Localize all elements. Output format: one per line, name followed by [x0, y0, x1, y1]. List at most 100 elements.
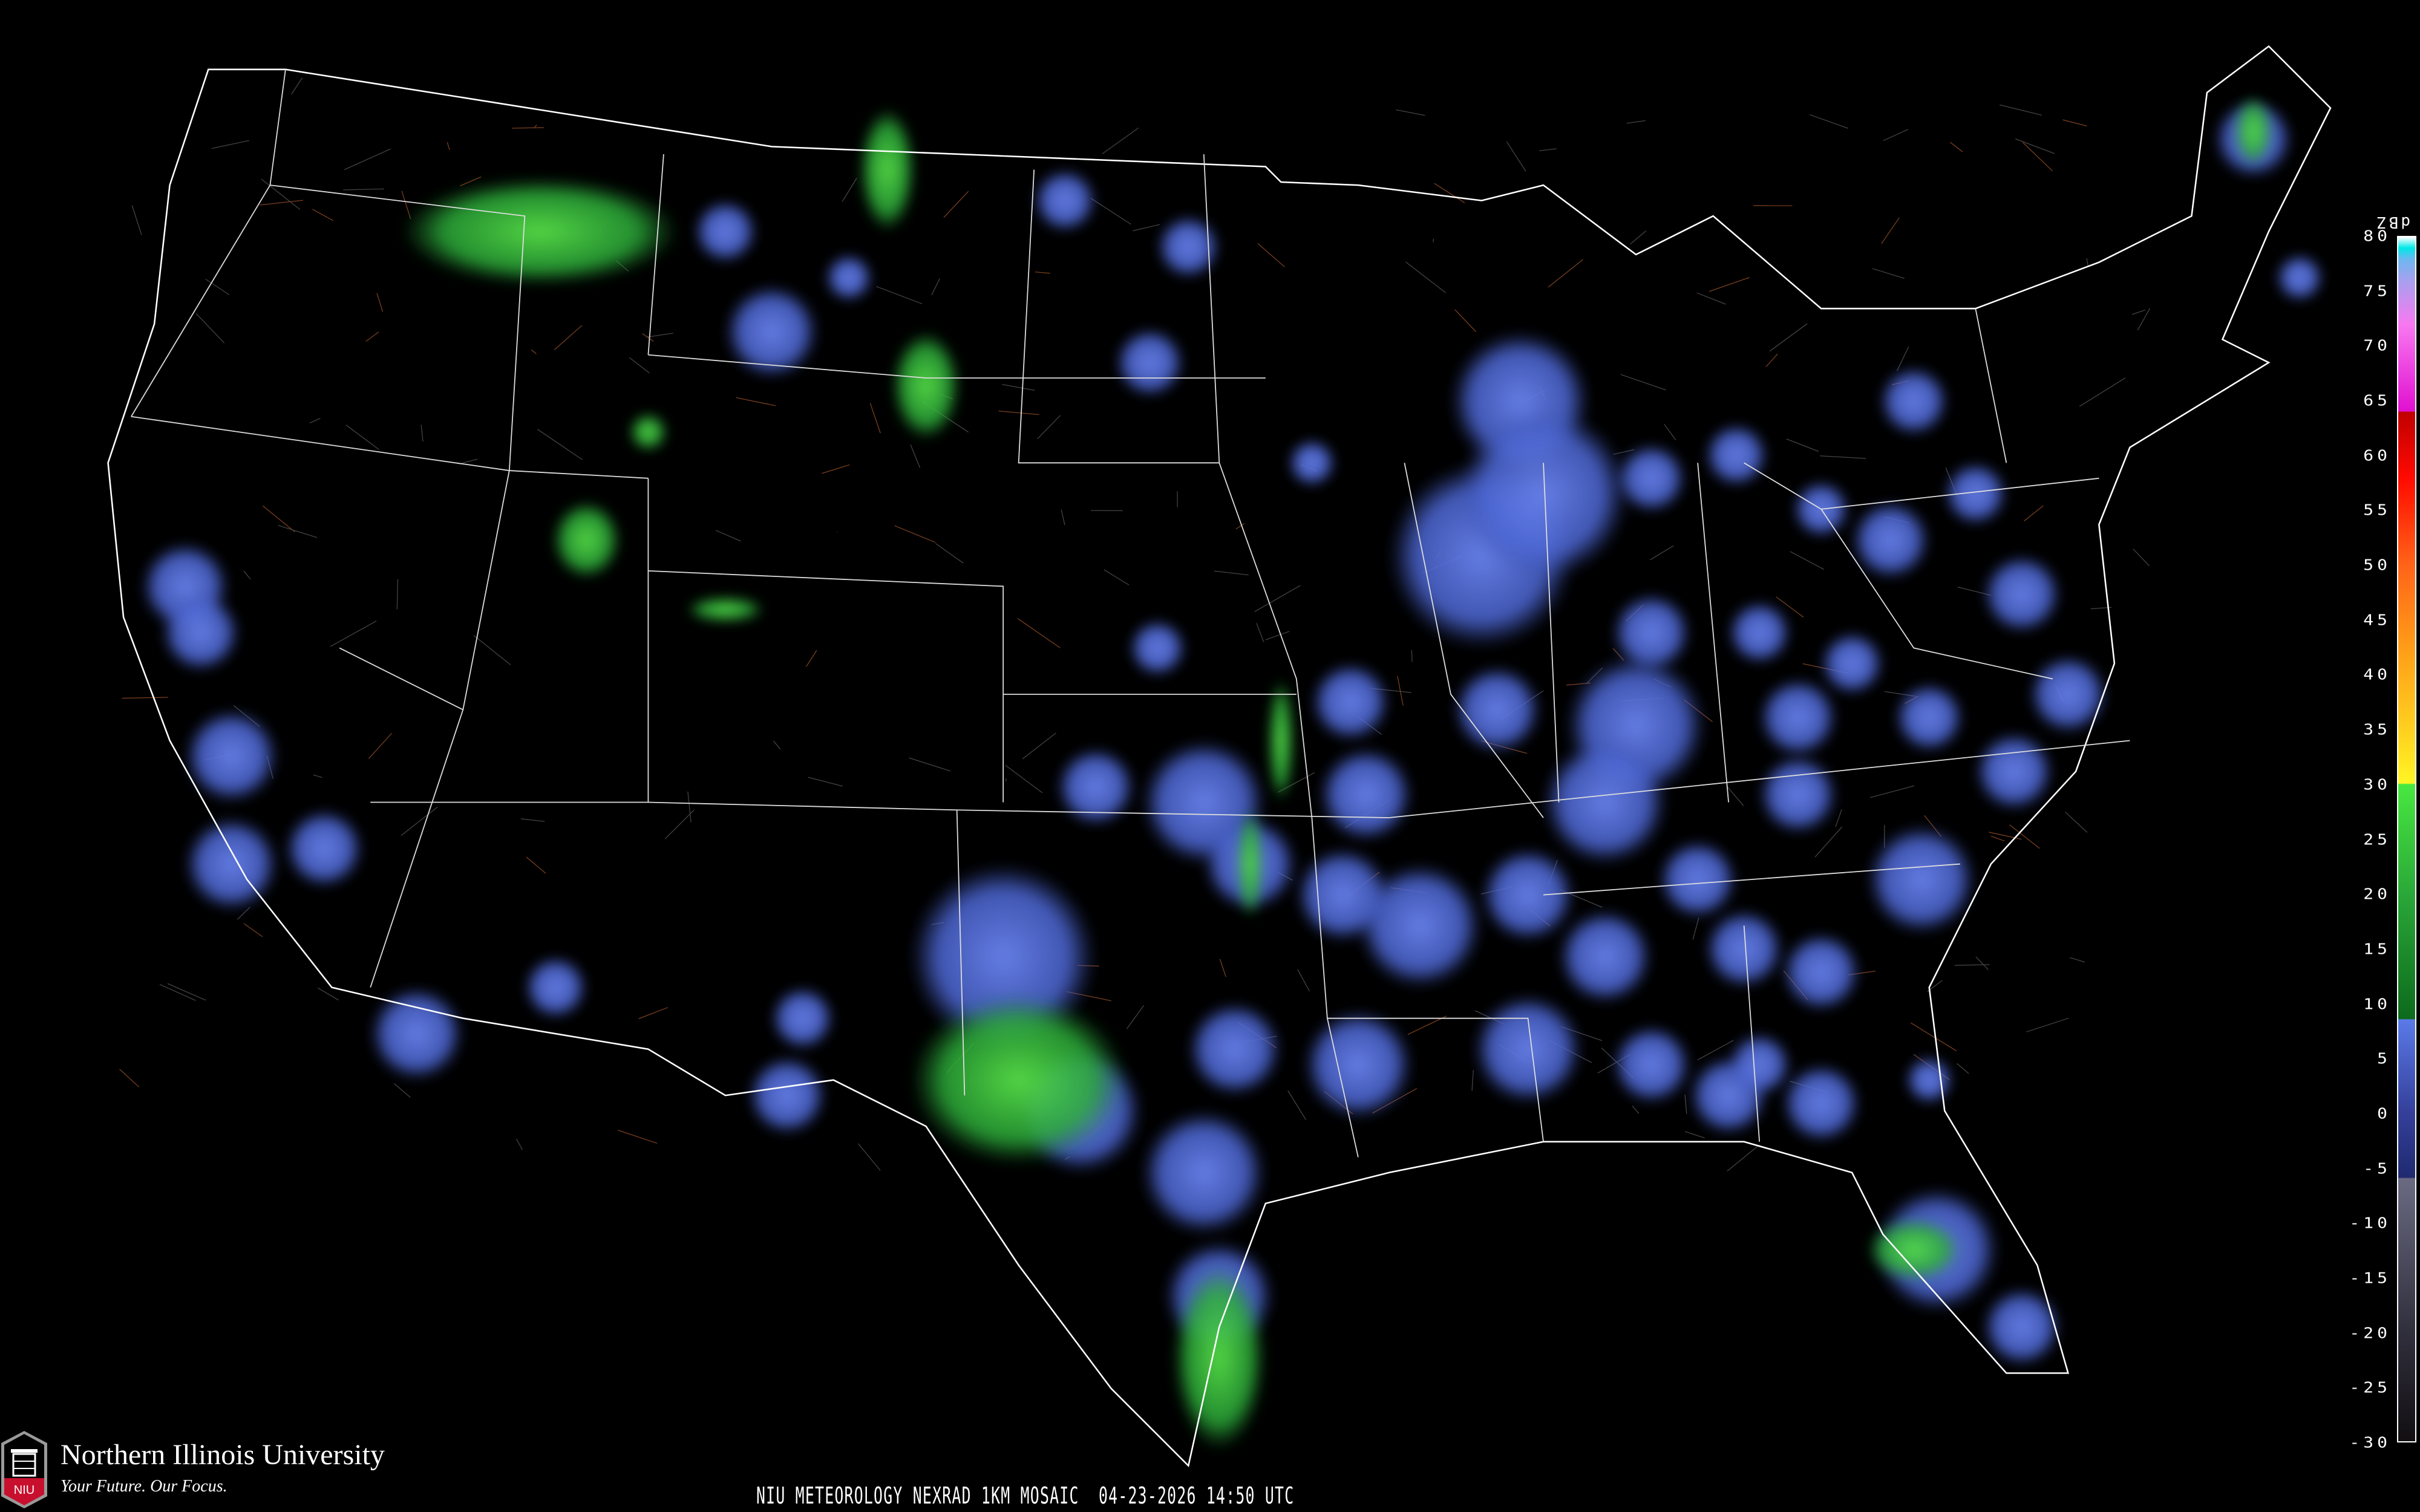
- county-line: [211, 140, 250, 149]
- road-line: [1434, 183, 1465, 203]
- colorbar-tick-label: 10: [2363, 994, 2391, 1013]
- echo-light: [1157, 216, 1220, 278]
- county-line: [1104, 569, 1130, 585]
- county-line: [1411, 650, 1413, 662]
- product-title: NIU METEOROLOGY NEXRAD 1KM MOSAIC 04-23-…: [756, 1483, 1295, 1510]
- road-line: [260, 200, 304, 206]
- county-line: [1883, 129, 1909, 141]
- echo-light: [1659, 841, 1736, 918]
- echo-moderate: [629, 413, 667, 451]
- road-line: [1035, 272, 1050, 274]
- road-line: [554, 325, 583, 350]
- county-line: [1820, 455, 1866, 459]
- echo-light: [1312, 663, 1389, 741]
- county-line: [1396, 109, 1425, 116]
- county-line: [1090, 198, 1131, 225]
- road-line: [894, 525, 936, 543]
- road-line: [446, 142, 450, 151]
- county-line: [1265, 631, 1290, 640]
- county-line: [317, 987, 339, 1001]
- county-line: [857, 1143, 881, 1171]
- colorbar-tick-label: -10: [2349, 1214, 2391, 1233]
- echo-light: [1057, 748, 1134, 826]
- county-line: [167, 983, 206, 1001]
- colorbar-tick-label: 45: [2363, 610, 2391, 629]
- road-line: [119, 1069, 140, 1087]
- echo-light: [1782, 933, 1860, 1011]
- echo-light: [1130, 620, 1186, 676]
- county-line: [394, 1083, 411, 1098]
- road-line: [638, 1007, 668, 1019]
- colorbar-tick-label: 60: [2363, 446, 2391, 464]
- colorbar-tick-label: 20: [2363, 885, 2391, 904]
- echo-light: [825, 254, 872, 301]
- county-line: [1022, 732, 1056, 760]
- county-line: [1810, 114, 1848, 129]
- road-line: [1911, 1022, 1957, 1052]
- county-line: [935, 543, 964, 564]
- echo-light: [1728, 601, 1791, 663]
- echo-light: [1983, 1288, 2061, 1366]
- county-line: [1697, 1040, 1734, 1061]
- county-line: [520, 818, 545, 822]
- road-line: [1709, 277, 1750, 292]
- echo-moderate: [552, 501, 621, 579]
- county-line: [2070, 957, 2085, 963]
- colorbar-tick-label: 70: [2363, 336, 2391, 355]
- road-line: [1397, 676, 1404, 706]
- road-line: [822, 464, 850, 474]
- county-line: [1814, 826, 1843, 858]
- county-line: [131, 205, 142, 235]
- echo-light: [694, 200, 756, 262]
- county-line: [1006, 778, 1007, 781]
- road-line: [376, 293, 384, 312]
- county-line: [1790, 551, 1825, 570]
- county-line: [309, 418, 321, 424]
- echo-light: [162, 594, 240, 671]
- road-line: [312, 209, 333, 221]
- county-line: [1726, 786, 1744, 806]
- echo-light: [185, 818, 278, 911]
- county-line: [1630, 230, 1646, 245]
- echo-moderate: [687, 597, 764, 622]
- county-line: [2137, 308, 2151, 331]
- echo-moderate: [401, 177, 679, 285]
- colorbar-tick-label: 80: [2363, 227, 2391, 245]
- echo-light: [1728, 1034, 1791, 1096]
- colorbar-tick-label: -20: [2349, 1323, 2391, 1342]
- road-line: [869, 403, 881, 434]
- county-line: [1650, 545, 1674, 561]
- county-line: [261, 178, 301, 210]
- road-line: [2023, 142, 2053, 172]
- road-line: [618, 1130, 658, 1144]
- echo-light: [1705, 424, 1767, 486]
- echo-moderate: [892, 331, 960, 440]
- echo-light: [1543, 740, 1667, 864]
- colorbar-tick-label: -25: [2349, 1378, 2391, 1397]
- road-line: [365, 331, 379, 342]
- county-line: [330, 621, 377, 647]
- colorbar-tick-label: 65: [2363, 391, 2391, 409]
- county-line: [1869, 785, 1915, 798]
- road-line: [1219, 959, 1226, 977]
- reflectivity-colorbar: [2397, 236, 2416, 1442]
- county-line: [420, 425, 424, 442]
- county-line: [910, 444, 921, 468]
- echo-light: [185, 709, 278, 803]
- road-line: [243, 923, 263, 937]
- colorbar-tick-label: 50: [2363, 556, 2391, 574]
- echo-light: [1188, 1003, 1281, 1096]
- shield-mark: NIU: [14, 1484, 34, 1497]
- niu-shield-icon: NIU: [1, 1431, 47, 1508]
- road-line: [1989, 832, 2022, 840]
- colorbar-tick-label: 40: [2363, 665, 2391, 684]
- county-line: [909, 757, 951, 772]
- road-line: [1407, 1015, 1447, 1035]
- colorbar-tick-label: 75: [2363, 281, 2391, 300]
- echo-light: [1320, 748, 1413, 841]
- echo-light: [2029, 656, 2107, 733]
- road-line: [1454, 309, 1477, 332]
- road-line: [1950, 142, 1963, 152]
- echo-light: [1289, 440, 1335, 486]
